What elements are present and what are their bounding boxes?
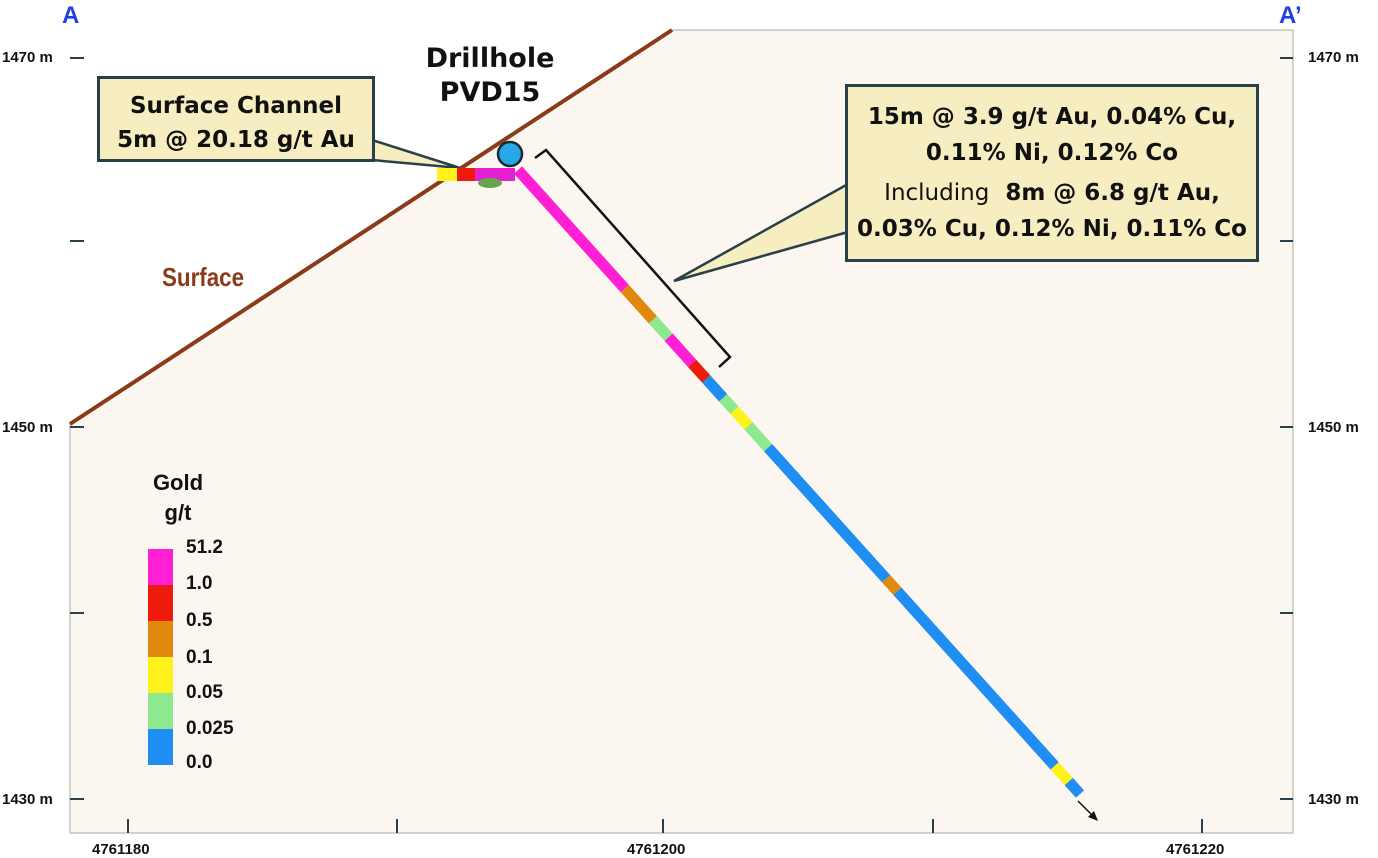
surface-channel-callout: Surface Channel 5m @ 20.18 g/t Au bbox=[97, 76, 375, 162]
easting-label-left: 4761180 bbox=[92, 841, 150, 858]
drillhole-segment bbox=[730, 406, 753, 430]
elevation-label-1470-right: 1470 m bbox=[1308, 49, 1359, 66]
channel-callout-line2: 5m @ 20.18 g/t Au bbox=[117, 127, 355, 153]
drillhole-segment bbox=[702, 375, 728, 402]
drillhole-segment bbox=[882, 575, 902, 595]
legend-title: Gold g/t bbox=[140, 468, 216, 528]
right-axis-ticks bbox=[1280, 57, 1293, 800]
intercept-line3: Including 8m @ 6.8 g/t Au, bbox=[848, 175, 1256, 211]
elevation-label-1450-right: 1450 m bbox=[1308, 419, 1359, 436]
legend-swatch bbox=[148, 693, 173, 729]
legend-value: 0.0 bbox=[186, 752, 213, 773]
drillhole-title: Drillhole PVD15 bbox=[420, 42, 560, 110]
including-value: 8m @ 6.8 g/t Au, bbox=[1005, 180, 1220, 206]
easting-label-right: 4761220 bbox=[1166, 841, 1225, 858]
legend-value: 0.5 bbox=[186, 610, 213, 631]
channel-segment bbox=[457, 168, 475, 181]
surface-channel bbox=[437, 168, 515, 188]
intercept-line2: 0.11% Ni, 0.12% Co bbox=[925, 140, 1179, 166]
surface-label: Surface bbox=[162, 262, 245, 292]
elevation-label-1470-left: 1470 m bbox=[2, 49, 53, 66]
elevation-label-1450-left: 1450 m bbox=[2, 419, 53, 436]
drillhole-segment bbox=[688, 359, 711, 383]
legend-value: 51.2 bbox=[186, 537, 223, 558]
intercept-line4: 0.03% Cu, 0.12% Ni, 0.11% Co bbox=[857, 216, 1247, 242]
legend-value: 1.0 bbox=[186, 573, 213, 594]
legend-swatch bbox=[148, 585, 173, 621]
interval-bracket bbox=[534, 148, 732, 368]
intercept-line1: 15m @ 3.9 g/t Au, 0.04% Cu, bbox=[867, 104, 1237, 130]
legend-swatch bbox=[148, 729, 173, 765]
left-axis-ticks bbox=[70, 57, 84, 800]
bottom-axis-ticks bbox=[127, 819, 1203, 833]
channel-segment bbox=[475, 168, 515, 181]
legend-swatch bbox=[148, 621, 173, 657]
drillhole-segment bbox=[744, 422, 773, 452]
channel-nodule bbox=[478, 178, 502, 188]
drillhole-trace bbox=[513, 166, 1085, 798]
channel-segment bbox=[437, 168, 457, 181]
hole-end-arrow bbox=[1077, 800, 1098, 821]
drillhole-segment bbox=[620, 284, 657, 324]
drillhole-segment bbox=[893, 587, 1059, 770]
drillhole-title-line1: Drillhole bbox=[425, 43, 555, 74]
legend-swatch bbox=[148, 657, 173, 693]
drillhole-segment bbox=[764, 443, 891, 583]
legend-value: 0.025 bbox=[186, 718, 234, 739]
including-prefix: Including bbox=[884, 180, 990, 206]
channel-callout-pointer bbox=[370, 138, 461, 170]
drillhole-segment bbox=[648, 316, 673, 341]
section-start-label: A bbox=[62, 2, 80, 29]
legend-title-line1: Gold bbox=[152, 470, 204, 495]
collar-marker bbox=[496, 140, 524, 168]
elevation-label-1430-left: 1430 m bbox=[2, 791, 53, 808]
drillhole-segment bbox=[719, 394, 739, 414]
section-end-label: A’ bbox=[1279, 2, 1302, 29]
drillhole-segment bbox=[513, 166, 629, 293]
legend-color-bar bbox=[148, 549, 173, 765]
drillhole-segment bbox=[664, 333, 697, 368]
legend-value: 0.05 bbox=[186, 682, 223, 703]
legend-value: 0.1 bbox=[186, 647, 213, 668]
easting-label-middle: 4761200 bbox=[627, 841, 686, 858]
channel-callout-line1: Surface Channel bbox=[129, 93, 343, 119]
drillhole-segment bbox=[1064, 777, 1085, 798]
intercept-callout: 15m @ 3.9 g/t Au, 0.04% Cu, 0.11% Ni, 0.… bbox=[845, 84, 1259, 262]
surface-line bbox=[68, 28, 674, 426]
legend-title-line2: g/t bbox=[164, 500, 192, 525]
elevation-label-1430-right: 1430 m bbox=[1308, 791, 1359, 808]
drillhole-title-line2: PVD15 bbox=[439, 77, 541, 108]
legend-swatch bbox=[148, 549, 173, 585]
drillhole-segment bbox=[1050, 762, 1073, 786]
